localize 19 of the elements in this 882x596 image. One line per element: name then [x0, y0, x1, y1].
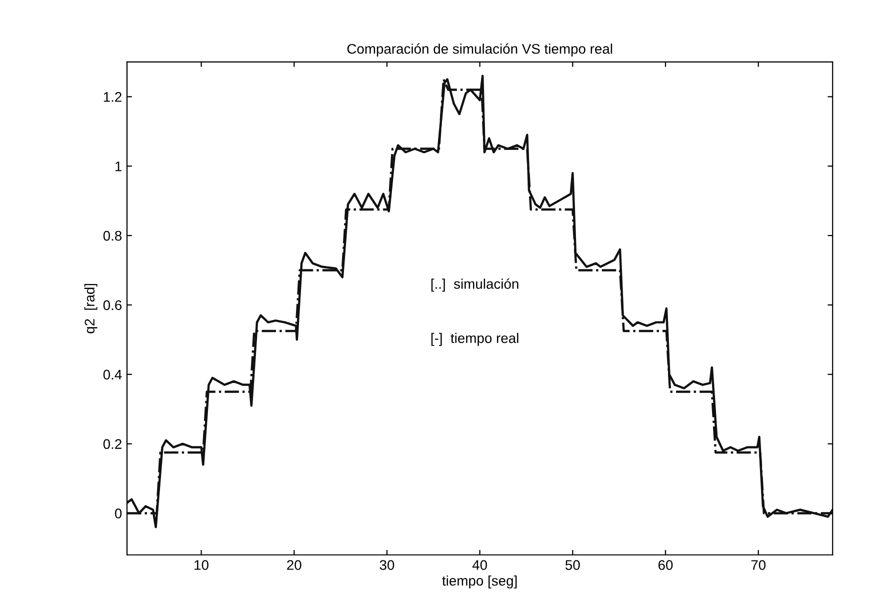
y-axis-title: q2 [rad] [84, 284, 98, 334]
x-tick-label: 50 [565, 560, 580, 570]
annotation: [-] tiempo real [431, 332, 518, 346]
y-tick-label: 0 [114, 508, 122, 518]
x-tick-label: 30 [380, 560, 394, 570]
x-axis-title: tiempo [seg] [442, 575, 517, 588]
chart-title: Comparación de simulación VS tiempo real [347, 43, 612, 57]
y-tick-label: 1 [115, 162, 122, 172]
y-tick-label: 0.8 [103, 230, 122, 241]
y-tick-label: 0.6 [103, 300, 122, 310]
y-tick-label: 0.2 [103, 439, 122, 449]
x-tick-label: 40 [472, 560, 487, 570]
y-tick-label: 1.2 [104, 92, 122, 102]
y-tick-label: 0.4 [103, 370, 122, 380]
x-tick-label: 20 [287, 560, 302, 570]
x-tick-label: 70 [751, 560, 766, 570]
x-tick-label: 60 [658, 560, 673, 570]
x-tick-label: 10 [194, 560, 208, 570]
annotation: [..] simulación [431, 278, 518, 292]
